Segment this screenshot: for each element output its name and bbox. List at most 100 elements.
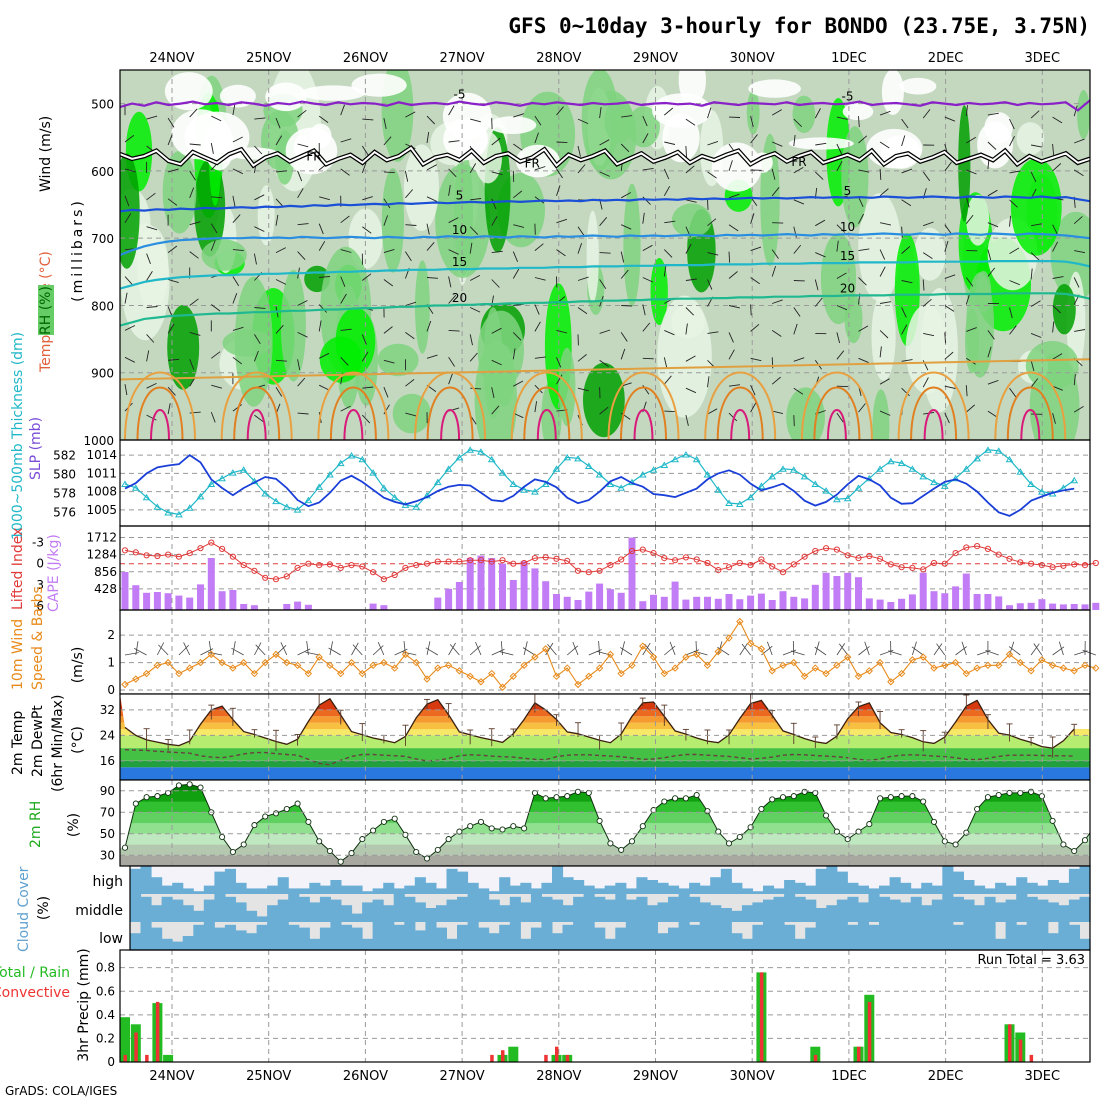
wind-barb xyxy=(922,109,931,119)
cloud-cell xyxy=(636,877,648,894)
cloud-cell xyxy=(921,882,933,894)
wind-barb xyxy=(491,327,502,334)
wind-barb xyxy=(879,168,882,180)
wind-barb xyxy=(491,405,500,415)
thickness-point xyxy=(175,510,183,518)
date-label-top: 3DEC xyxy=(1025,51,1061,66)
warm-contour xyxy=(510,371,583,440)
thickness-point xyxy=(617,484,626,491)
wind-barb xyxy=(297,170,303,182)
wind-barb xyxy=(836,240,839,252)
cloud-cell xyxy=(868,894,880,922)
precip-conv-bar xyxy=(813,1054,818,1062)
wind-barb xyxy=(275,198,284,208)
cape-bar xyxy=(1049,603,1057,610)
rh-point xyxy=(725,840,733,847)
cloud-cell xyxy=(478,888,490,894)
run-total: Run Total = 3.63 xyxy=(977,953,1085,968)
rh-shading xyxy=(627,106,660,148)
thickness-point xyxy=(735,500,744,507)
wind-barb xyxy=(1052,412,1056,424)
wind-barb xyxy=(750,323,760,332)
wind-barb xyxy=(793,323,798,335)
date-label-bottom: 24NOV xyxy=(149,1069,194,1084)
thickness-point xyxy=(638,471,647,478)
wind-speed-point xyxy=(466,672,474,681)
lifted-index-point xyxy=(995,551,1002,558)
wind-barb xyxy=(275,386,283,397)
thickness-point xyxy=(574,454,582,462)
thickness-point xyxy=(714,486,723,493)
wind-barb xyxy=(254,414,264,423)
cloud-cell xyxy=(541,896,553,922)
cape-bar xyxy=(553,594,560,610)
cape-bar xyxy=(445,588,453,610)
wind-units-label: (m/s) xyxy=(70,647,86,684)
cloud-cell xyxy=(256,916,268,922)
wind-barb xyxy=(405,251,412,262)
wind-speed-point xyxy=(380,658,388,667)
wind-barb xyxy=(1074,250,1086,254)
cloud-cell xyxy=(868,924,880,950)
lifted-index-line xyxy=(124,542,1096,580)
cloud-cell xyxy=(699,885,711,894)
wind-barb xyxy=(944,224,952,234)
wind-barb xyxy=(405,111,416,118)
surface-wind-barb xyxy=(739,643,748,656)
wind-barb xyxy=(297,412,309,415)
cloud-cell xyxy=(910,888,922,894)
cape-bar xyxy=(304,604,312,610)
cloud-cell xyxy=(224,924,236,950)
wind10m-panel: 0 1 2 10m Wind Speed & Barbs (m/s) xyxy=(10,586,1100,697)
cape-bar xyxy=(380,605,388,610)
wind-barb xyxy=(448,140,460,143)
wind-barb xyxy=(319,196,330,201)
wind-barb xyxy=(556,218,568,224)
lifted-index-label: Lifted Index xyxy=(10,528,26,610)
rh-point xyxy=(639,823,646,830)
cloud-cell xyxy=(288,894,300,922)
wind-tick: 1 xyxy=(107,656,115,670)
wind-barb xyxy=(1009,307,1013,319)
wind-barb xyxy=(577,243,583,254)
lifted-index-point xyxy=(434,558,441,565)
wind-barb xyxy=(836,224,846,233)
wind-barb xyxy=(534,304,540,315)
wind-barb xyxy=(577,145,581,157)
cloud-cell xyxy=(1037,899,1049,922)
wind-speed-point xyxy=(606,650,615,659)
cloud-cell xyxy=(784,894,796,922)
wind-barb xyxy=(642,212,645,224)
wind-barb xyxy=(663,357,668,369)
bottom-date-axis: 24NOV 25NOV 26NOV 27NOV 28NOV 29NOV 30NOV 1DEC 2… xyxy=(149,1069,1060,1084)
cloud-cell xyxy=(530,888,542,894)
cape-bar xyxy=(952,586,960,610)
wind-speed-point xyxy=(1081,661,1089,670)
wind-barb xyxy=(534,132,539,144)
wind-barb xyxy=(275,279,287,285)
wind-barb xyxy=(340,356,349,366)
cape-bar xyxy=(768,600,776,610)
wind-speed-point xyxy=(757,645,766,653)
wind-barb xyxy=(470,198,482,201)
rh-point xyxy=(402,831,409,838)
wind-barb xyxy=(1009,215,1012,227)
wind-barb xyxy=(1030,300,1041,307)
lifted-index-point xyxy=(812,547,819,555)
cloud-cell xyxy=(288,888,300,894)
cloud-cell xyxy=(995,882,1007,894)
wind-barb xyxy=(275,247,287,254)
surface-wind-barb xyxy=(124,652,139,656)
cape-tick: 856 xyxy=(94,565,117,579)
rh-point xyxy=(736,833,743,841)
surface-wind-barb xyxy=(767,641,773,656)
cloud-cell xyxy=(140,896,152,922)
cloud-cell xyxy=(963,922,975,950)
wind-barb xyxy=(146,253,151,265)
lifted-index-point xyxy=(920,566,927,573)
surface-wind-barb xyxy=(475,641,482,656)
lifted-index-point xyxy=(380,576,387,583)
cloud-cell xyxy=(689,882,701,894)
rh-shading xyxy=(914,227,946,281)
wind-barb xyxy=(232,168,243,175)
